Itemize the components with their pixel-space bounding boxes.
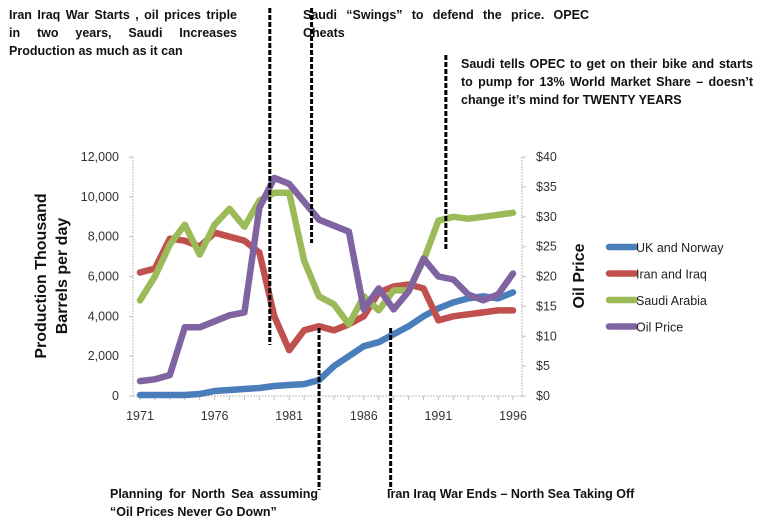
y-axis-title: Production Thousand Barrels per day xyxy=(33,193,71,358)
y2-tick-label: $0 xyxy=(536,389,550,403)
y-tick-label: 2,000 xyxy=(88,349,119,363)
y2-tick-label: $30 xyxy=(536,210,557,224)
legend-label-oil-price: Oil Price xyxy=(636,321,683,335)
annotation-saudi-swings: Saudi “Swings” to defend the price. OPEC… xyxy=(303,8,589,40)
y2-tick-label: $5 xyxy=(536,359,550,373)
y-tick-label: 0 xyxy=(112,389,119,403)
y2-tick-label: $35 xyxy=(536,180,557,194)
legend: UK and Norway Iran and Iraq Saudi Arabia Oi… xyxy=(605,241,724,335)
series-line-uk-and-norway xyxy=(136,289,517,399)
x-tick-label: 1991 xyxy=(424,409,452,423)
y-tick-label: 10,000 xyxy=(81,190,119,204)
axes: 0 2,000 4,000 6,000 8,000 10,000 12,000 $0 $5 $10… xyxy=(33,150,588,423)
y2-tick-label: $15 xyxy=(536,299,557,313)
annotation-saudi-market-share: Saudi tells OPEC to get on their bike an… xyxy=(461,57,753,107)
y2-tick-label: $25 xyxy=(536,240,557,254)
x-tick-label: 1976 xyxy=(201,409,229,423)
y-tick-label: 6,000 xyxy=(88,270,119,284)
y2-tick-label: $20 xyxy=(536,270,557,284)
x-tick-label: 1971 xyxy=(126,409,154,423)
y2-axis-title: Oil Price xyxy=(571,243,588,308)
y-axis-title-line: Barrels per day xyxy=(54,218,71,335)
x-tick-label: 1981 xyxy=(275,409,303,423)
event-markers xyxy=(268,8,448,490)
annotation-north-sea-planning: Planning for North Sea assuming “Oil Pri… xyxy=(110,487,318,519)
y-tick-label: 12,000 xyxy=(81,150,119,164)
y-tick-label: 4,000 xyxy=(88,309,119,323)
x-tick-label: 1986 xyxy=(350,409,378,423)
y-axis-title-line: Production Thousand xyxy=(33,193,50,358)
y-tick-label: 8,000 xyxy=(88,230,119,244)
legend-label-saudi-arabia: Saudi Arabia xyxy=(636,294,707,308)
series-line-saudi-arabia xyxy=(136,189,517,328)
legend-label-uk-and-norway: UK and Norway xyxy=(636,241,724,255)
series-lines xyxy=(136,174,517,399)
x-tick-label: 1996 xyxy=(499,409,527,423)
annotation-war-starts: Iran Iraq War Starts , oil prices triple… xyxy=(9,8,237,58)
legend-label-iran-and-iraq: Iran and Iraq xyxy=(636,268,707,282)
y2-tick-label: $10 xyxy=(536,329,557,343)
annotation-war-ends: Iran Iraq War Ends – North Sea Taking Of… xyxy=(387,487,635,501)
y2-tick-label: $40 xyxy=(536,150,557,164)
series-line-oil-price xyxy=(136,174,517,385)
